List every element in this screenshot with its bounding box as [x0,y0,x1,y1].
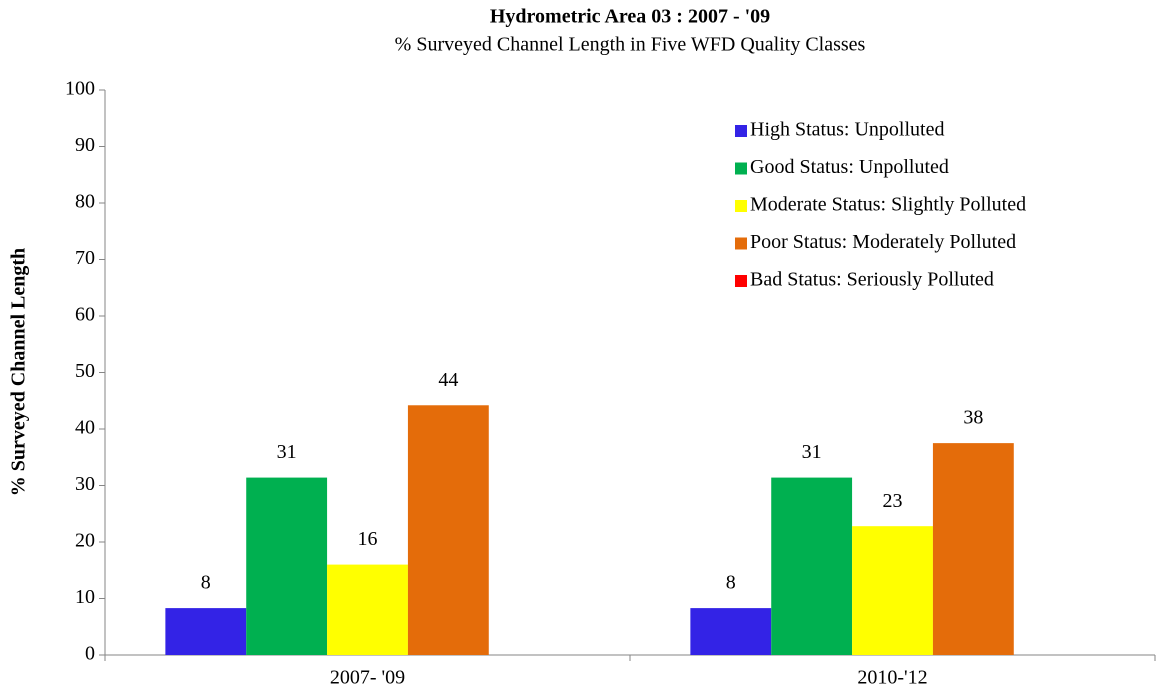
x-tick-label: 2010-'12 [857,667,927,689]
legend-swatch [735,275,747,287]
y-tick-label: 50 [75,360,95,382]
data-label: 38 [963,407,983,429]
bar [852,526,933,655]
chart-title: Hydrometric Area 03 : 2007 - '09 [490,6,770,28]
legend-label: Poor Status: Moderately Polluted [750,231,1016,253]
data-label: 31 [802,441,822,463]
data-label: 31 [277,441,297,463]
y-tick-label: 10 [75,586,95,608]
y-tick-label: 40 [75,417,95,439]
y-tick-label: 90 [75,134,95,156]
legend-swatch [735,237,747,250]
data-label: 8 [726,572,736,594]
data-label: 16 [358,528,378,550]
bar [246,477,328,655]
bar [327,564,408,655]
data-label: 8 [201,572,211,594]
legend-swatch [735,200,747,212]
bar [165,608,247,655]
data-label: 44 [438,369,458,391]
bar [771,477,853,655]
y-tick-label: 20 [75,530,95,552]
y-tick-label: 100 [65,78,95,100]
legend-label: Good Status: Unpolluted [750,156,949,178]
legend-swatch [735,125,747,137]
data-label: 23 [883,490,903,512]
legend-label: Bad Status: Seriously Polluted [750,269,994,291]
y-tick-label: 80 [75,191,95,213]
y-tick-label: 30 [75,473,95,495]
y-axis-label: % Surveyed Channel Length [8,248,30,496]
bar [407,405,489,655]
y-tick-label: 0 [85,643,95,665]
chart-subtitle: % Surveyed Channel Length in Five WFD Qu… [395,34,866,56]
y-tick-label: 60 [75,304,95,326]
x-tick-label: 2007- '09 [330,667,405,689]
legend-swatch [735,162,747,175]
legend-label: Moderate Status: Slightly Polluted [750,194,1026,216]
legend-label: High Status: Unpolluted [750,119,944,141]
y-tick-label: 70 [75,247,95,269]
bar [690,608,772,655]
bar [932,443,1014,655]
